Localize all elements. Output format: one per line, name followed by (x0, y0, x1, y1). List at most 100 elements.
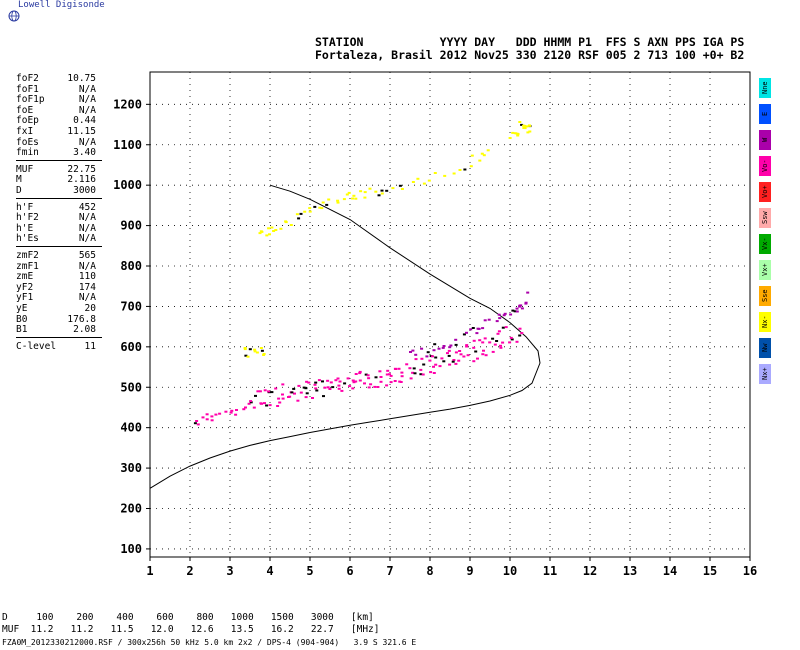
echo-point (509, 336, 513, 339)
echo-point (327, 198, 331, 201)
echo-point (342, 198, 346, 201)
echo-point (440, 357, 444, 360)
echo-point (322, 395, 325, 398)
param-name: foE (16, 104, 34, 116)
echo-point (472, 339, 476, 342)
echo-point (481, 341, 485, 344)
echo-point (413, 372, 417, 375)
echo-point (510, 338, 514, 341)
echo-point (358, 370, 362, 373)
echo-point (501, 326, 505, 329)
electron-density-profile (149, 184, 541, 489)
param-row: yE 20 (16, 303, 96, 314)
echo-point (260, 349, 264, 352)
param-row: yF1 N/A (16, 292, 96, 303)
param-value: 11.15 (67, 126, 96, 137)
x-tick-label: 15 (703, 564, 717, 578)
legend-item: E (759, 104, 771, 124)
echo-point (358, 372, 362, 375)
echo-point (462, 355, 466, 358)
echo-point (268, 404, 272, 407)
param-row: B1 2.08 (16, 324, 96, 335)
echo-point (224, 410, 228, 413)
echo-point (465, 331, 468, 334)
param-name: fxI (16, 126, 34, 137)
param-row: fxI 11.15 (16, 126, 96, 137)
param-row: MUF 22.75 (16, 164, 96, 175)
echo-point (359, 190, 363, 193)
echo-point (442, 345, 446, 347)
echo-point (287, 396, 290, 398)
x-tick-label: 1 (146, 564, 153, 578)
echo-point (482, 154, 486, 157)
echo-point (515, 340, 519, 343)
echo-point (299, 212, 303, 215)
echo-point (458, 350, 462, 352)
echo-point (278, 401, 282, 404)
echo-point (363, 196, 367, 199)
echo-point (411, 181, 415, 183)
echo-point (454, 362, 458, 365)
param-name: foF1 (16, 83, 39, 95)
echo-point (364, 373, 368, 376)
param-row: zmF1 N/A (16, 261, 96, 272)
echo-point (480, 152, 484, 155)
param-value: 20 (84, 303, 96, 314)
echo-point (389, 381, 393, 384)
echo-point (315, 389, 319, 392)
echo-point (303, 210, 307, 213)
echo-point (369, 383, 373, 386)
echo-point (321, 201, 325, 204)
param-value: N/A (78, 104, 96, 116)
param-row: foF2 10.75 (16, 73, 96, 84)
param-value: N/A (78, 233, 96, 245)
x-tick-label: 16 (743, 564, 757, 578)
x-tick-label: 11 (543, 564, 557, 578)
echo-point (277, 397, 281, 400)
param-name: D (16, 185, 22, 196)
echo-point (408, 367, 412, 370)
echo-point (498, 317, 502, 320)
echo-point (249, 401, 253, 404)
echo-point (385, 384, 389, 387)
echo-point (472, 360, 476, 363)
y-tick-label: 1200 (113, 97, 142, 111)
param-value: N/A (78, 94, 96, 106)
echo-point (522, 127, 526, 129)
x-tick-label: 14 (663, 564, 677, 578)
echo-point (331, 386, 335, 389)
param-value: N/A (78, 222, 96, 234)
echo-point (426, 351, 430, 354)
echo-point (255, 351, 259, 354)
echo-point (454, 343, 458, 346)
echo-point (373, 385, 377, 388)
param-separator (16, 246, 102, 247)
param-row: foEp 0.44 (16, 115, 96, 126)
echo-point (432, 349, 436, 352)
echo-point (210, 419, 214, 422)
echo-point (434, 363, 438, 366)
echo-point (499, 344, 502, 347)
echo-point (420, 357, 424, 360)
echo-point (477, 327, 481, 330)
echo-point (329, 381, 333, 384)
echo-point (380, 189, 384, 192)
echo-point (385, 373, 389, 376)
echo-point (284, 221, 288, 224)
echo-point (441, 346, 445, 349)
echo-point (274, 229, 278, 231)
echo-point (518, 327, 522, 330)
echo-point (447, 349, 451, 352)
echo-point (297, 384, 301, 387)
echo-point (258, 232, 262, 235)
param-separator (16, 336, 102, 338)
echo-point (446, 352, 449, 355)
param-name: yF2 (16, 281, 34, 293)
echo-point (214, 413, 218, 416)
echo-point (419, 373, 423, 376)
echo-point (281, 393, 284, 396)
param-value: 22.75 (67, 163, 96, 175)
echo-point (457, 359, 461, 362)
echo-point (270, 226, 274, 229)
